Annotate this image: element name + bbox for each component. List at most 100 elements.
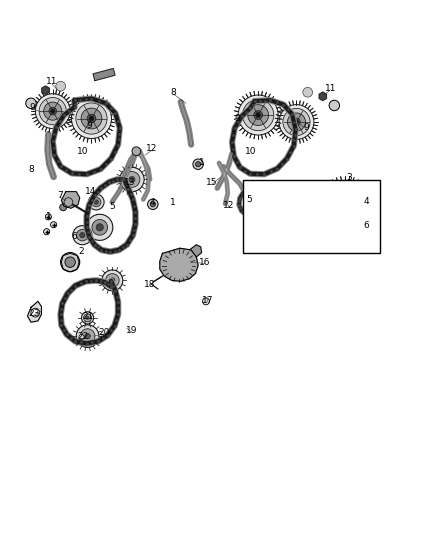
Circle shape [81,312,94,324]
Circle shape [102,270,123,291]
Text: 13: 13 [124,177,135,187]
Circle shape [283,108,310,135]
Text: 18: 18 [144,280,155,289]
Circle shape [150,201,155,207]
Circle shape [44,229,49,235]
Text: 9: 9 [86,121,92,130]
Bar [244,180,380,254]
Text: 23: 23 [29,309,40,318]
Circle shape [31,308,40,317]
Circle shape [35,94,70,128]
Text: 12: 12 [223,201,234,210]
Circle shape [46,214,51,220]
Circle shape [73,225,92,245]
Circle shape [328,185,362,219]
Text: 5: 5 [110,202,115,211]
Polygon shape [28,301,42,322]
Text: 6: 6 [72,231,78,240]
Circle shape [50,222,57,228]
Circle shape [87,114,96,123]
Circle shape [56,82,66,91]
Circle shape [323,180,367,224]
Circle shape [76,103,107,134]
Text: 9: 9 [234,114,240,123]
Circle shape [89,116,94,121]
Circle shape [254,111,262,119]
Text: 20: 20 [99,328,110,337]
Text: 1: 1 [46,212,51,221]
Circle shape [64,198,73,206]
Circle shape [148,199,158,209]
Text: 5: 5 [247,195,252,204]
Circle shape [51,109,55,113]
Text: 11: 11 [46,77,58,86]
Circle shape [124,172,140,188]
Text: 15: 15 [206,179,218,188]
Circle shape [171,258,187,273]
Circle shape [177,263,181,268]
Circle shape [329,100,339,111]
Text: 9: 9 [303,123,309,132]
Circle shape [342,220,348,226]
Circle shape [195,161,201,167]
Circle shape [287,113,306,131]
Text: 10: 10 [77,147,88,156]
Circle shape [49,107,57,115]
Circle shape [174,261,184,270]
Circle shape [79,334,84,340]
Circle shape [39,98,66,125]
Circle shape [248,104,268,125]
Circle shape [176,262,182,269]
Polygon shape [61,254,79,272]
Circle shape [238,95,278,135]
Circle shape [92,220,108,235]
Circle shape [294,120,299,124]
Text: 12: 12 [146,144,158,154]
Circle shape [92,197,101,207]
Text: 7: 7 [57,191,63,200]
Circle shape [202,298,209,305]
Text: 19: 19 [126,326,138,335]
Text: 17: 17 [202,296,213,305]
Text: 8: 8 [171,88,177,97]
Circle shape [120,167,144,192]
Text: 4: 4 [363,197,369,206]
Polygon shape [93,68,115,80]
Circle shape [26,98,36,109]
Circle shape [170,257,187,274]
Text: 21: 21 [83,312,94,321]
Text: 14: 14 [85,187,96,196]
Text: 1: 1 [170,198,175,207]
Circle shape [60,253,80,272]
Polygon shape [1,7,23,19]
Circle shape [76,325,99,348]
Circle shape [86,316,89,319]
Circle shape [94,200,99,204]
Text: 3: 3 [347,173,353,182]
Polygon shape [42,86,49,94]
Circle shape [77,229,88,241]
Text: 22: 22 [78,332,89,341]
Text: 4: 4 [150,198,155,207]
Polygon shape [189,245,201,257]
Circle shape [340,197,350,207]
Circle shape [334,212,356,234]
Polygon shape [160,248,198,281]
Circle shape [84,314,92,322]
Text: 16: 16 [199,257,211,266]
Circle shape [279,104,314,140]
Polygon shape [319,92,326,101]
Circle shape [87,214,113,240]
Text: 1: 1 [199,158,205,166]
Circle shape [256,112,261,117]
Circle shape [132,147,141,156]
Text: 6: 6 [363,221,369,230]
Circle shape [193,159,203,169]
Circle shape [81,108,102,129]
Circle shape [85,333,90,339]
Circle shape [80,329,95,343]
Circle shape [334,191,357,213]
Text: 9: 9 [30,103,35,112]
Circle shape [110,278,115,283]
Circle shape [166,253,192,279]
